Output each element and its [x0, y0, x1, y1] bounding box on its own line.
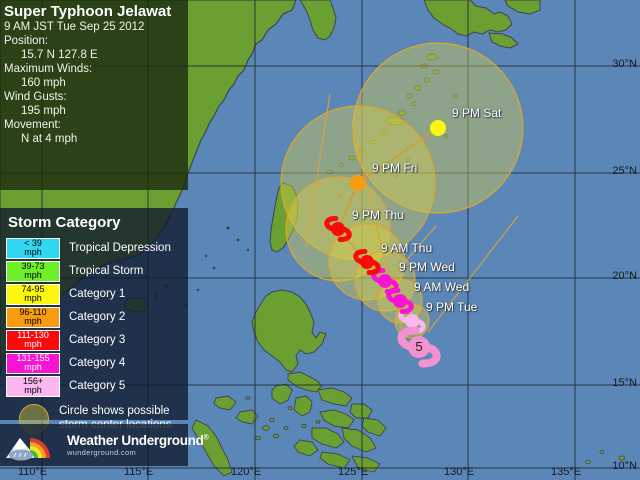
- landmass-taiwan: [269, 182, 299, 253]
- legend-wind-range: 131-155: [16, 352, 50, 363]
- landmass-luzon-south: [287, 371, 323, 393]
- landmass-japan-honshu-tip: [504, 0, 541, 15]
- legend-wind-range: 74-95: [21, 283, 45, 294]
- legend-row: 156+ mph Category 5: [6, 375, 183, 397]
- longitude-label: 130°E: [444, 466, 475, 478]
- brand-url: wunderground.com: [67, 448, 137, 457]
- legend-row: 96-110 mph Category 2: [6, 306, 183, 328]
- storm-position-marker: [350, 175, 366, 191]
- branding-text: Weather Underground® wunderground.com: [67, 432, 209, 457]
- legend-wind-unit: mph: [24, 362, 42, 372]
- legend-wind-range: 39-73: [21, 260, 45, 271]
- legend-wind-unit: mph: [24, 339, 42, 349]
- mountain-rainbow-logo-icon: [6, 438, 50, 461]
- legend-row: 111-130 mph Category 3: [6, 329, 183, 351]
- legend-color-swatch: < 39 mph: [6, 237, 60, 259]
- storm-position-marker: [430, 120, 446, 136]
- legend-color-swatch: 111-130 mph: [6, 329, 60, 351]
- storm-position-marker: [371, 267, 399, 295]
- storm-eye-disc: [331, 222, 345, 236]
- movement-label: Movement:: [4, 119, 61, 131]
- brand-trademark: ®: [203, 434, 209, 441]
- legend-category-name: Category 1: [69, 288, 126, 300]
- max-winds-value: 160 mph: [21, 77, 66, 89]
- latitude-label: 20°N: [612, 270, 637, 282]
- latitude-label: 10°N: [612, 460, 637, 472]
- storm-info-panel: Super Typhoon Jelawat 9 AM JST Tue Sep 2…: [0, 0, 188, 190]
- legend-category-name: Tropical Depression: [69, 242, 171, 254]
- storm-eye-disc: [408, 336, 430, 358]
- storm-category-number: 5: [415, 339, 422, 354]
- latitude-label: 15°N: [612, 377, 637, 389]
- landmass-japan-shikoku: [488, 32, 519, 49]
- legend-color-swatch: 74-95 mph: [6, 283, 60, 305]
- legend-wind-range: 111-130: [17, 329, 49, 340]
- storm-category-legend: Storm Category < 39 mph Tropical Depressio…: [0, 208, 188, 434]
- legend-title: Storm Category: [8, 214, 121, 231]
- landmass-korea: [299, 0, 337, 41]
- legend-wind-unit: mph: [24, 247, 42, 257]
- max-winds-label: Maximum Winds:: [4, 63, 93, 75]
- legend-row: 131-155 mph Category 4: [6, 352, 183, 374]
- legend-row: < 39 mph Tropical Depression: [6, 237, 183, 259]
- legend-category-name: Category 5: [69, 380, 126, 392]
- legend-wind-unit: mph: [24, 385, 42, 395]
- longitude-label: 115°E: [124, 466, 154, 478]
- legend-rows: < 39 mph Tropical Depression 39-73 mph Tropic…: [6, 237, 183, 397]
- legend-wind-range: < 39: [24, 237, 42, 248]
- storm-position-marker: [324, 215, 352, 243]
- brand-name-text: Weather Underground: [67, 432, 204, 448]
- longitude-label: 135°E: [551, 466, 582, 478]
- legend-color-swatch: 39-73 mph: [6, 260, 60, 282]
- legend-row: 39-73 mph Tropical Storm: [6, 260, 183, 282]
- storm-eye-disc: [360, 255, 374, 269]
- legend-category-name: Category 4: [69, 357, 126, 369]
- wind-gusts-label: Wind Gusts:: [4, 91, 67, 103]
- page-title: Super Typhoon Jelawat: [4, 3, 172, 20]
- legend-wind-unit: mph: [24, 293, 42, 303]
- legend-color-swatch: 131-155 mph: [6, 352, 60, 374]
- storm-position-marker: [386, 287, 414, 315]
- legend-color-swatch: 156+ mph: [6, 375, 60, 397]
- storm-timestamp: 9 AM JST Tue Sep 25 2012: [4, 21, 145, 33]
- latitude-label: 30°N: [612, 58, 637, 70]
- legend-row: 74-95 mph Category 1: [6, 283, 183, 305]
- storm-position-marker: [353, 248, 381, 276]
- legend-wind-range: 96-110: [19, 306, 47, 317]
- longitude-label: 110°E: [18, 466, 48, 478]
- legend-category-name: Tropical Storm: [69, 265, 144, 277]
- storm-position-marker: 5: [397, 326, 441, 368]
- storm-eye-disc: [378, 274, 392, 288]
- storm-position-markers: 5: [324, 120, 446, 368]
- weather-underground-branding[interactable]: Weather Underground® wunderground.com: [0, 424, 209, 466]
- storm-eye-disc: [405, 314, 419, 328]
- storm-eye-disc: [393, 294, 407, 308]
- movement-value: N at 4 mph: [21, 133, 78, 145]
- legend-category-name: Category 2: [69, 311, 126, 323]
- legend-wind-unit: mph: [24, 316, 42, 326]
- legend-color-swatch: 96-110 mph: [6, 306, 60, 328]
- longitude-label: 125°E: [338, 466, 369, 478]
- longitude-label: 120°E: [231, 466, 262, 478]
- wind-gusts-value: 195 mph: [21, 105, 66, 117]
- legend-note-line1: Circle shows possible: [59, 405, 170, 417]
- brand-name: Weather Underground®: [67, 432, 209, 448]
- latitude-label: 25°N: [612, 165, 637, 177]
- landmass-luzon: [251, 289, 327, 373]
- position-label: Position:: [4, 35, 49, 47]
- legend-wind-range: 156+: [22, 375, 44, 386]
- landmass-philippines-islands: [191, 383, 387, 477]
- position-value: 15.7 N 127.8 E: [21, 49, 98, 61]
- legend-category-name: Category 3: [69, 334, 126, 346]
- legend-wind-unit: mph: [24, 270, 42, 280]
